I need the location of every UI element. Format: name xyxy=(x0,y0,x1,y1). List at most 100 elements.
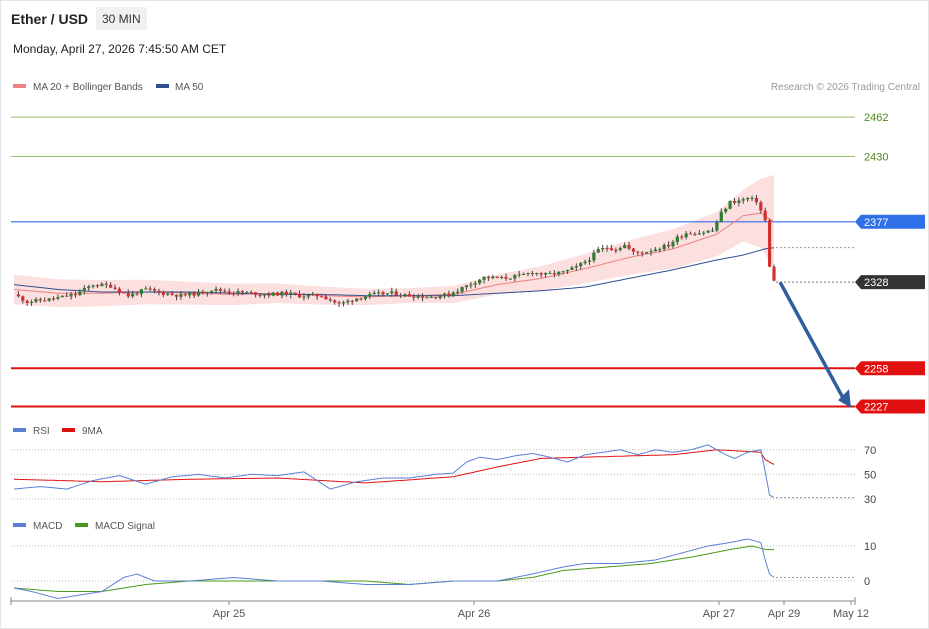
candle-body xyxy=(601,248,605,250)
macd-legend: MACD MACD Signal xyxy=(13,521,155,532)
candle-body xyxy=(139,289,143,295)
candle-body xyxy=(87,286,91,289)
candle-body xyxy=(82,288,86,292)
time-tick-label: Apr 25 xyxy=(213,608,245,620)
candle-body xyxy=(508,278,513,280)
candle-body xyxy=(170,293,174,295)
candle-body xyxy=(438,296,442,299)
candle-body xyxy=(750,197,754,199)
timeframe-label[interactable]: 30 MIN xyxy=(102,12,141,26)
candle-body xyxy=(688,233,693,235)
candle-body xyxy=(693,233,697,235)
tick-label-70: 70 xyxy=(864,445,876,457)
candle-body xyxy=(530,273,534,275)
candle-body xyxy=(741,199,745,201)
candle-body xyxy=(245,292,249,294)
candle-body xyxy=(398,295,403,297)
candle-body xyxy=(214,288,218,291)
candle-body xyxy=(240,291,245,293)
candle-body xyxy=(464,285,469,288)
time-tick-label: Apr 29 xyxy=(768,608,800,620)
candle-body xyxy=(69,294,73,297)
rsi-legend: RSI 9MA xyxy=(13,426,103,437)
candle-body xyxy=(324,296,328,300)
candle-body xyxy=(311,293,315,295)
candle-body xyxy=(759,202,763,211)
legend-label-ma50: MA 50 xyxy=(175,82,204,93)
candle-body xyxy=(363,296,368,299)
time-tick-label: Apr 26 xyxy=(458,608,490,620)
candle-body xyxy=(526,273,530,275)
candle-body xyxy=(183,294,187,296)
candle-body xyxy=(429,296,433,298)
candle-body xyxy=(297,293,302,298)
legend-label-macd: MACD xyxy=(33,521,62,532)
candle-body xyxy=(473,283,477,285)
forecast-arrow-line xyxy=(778,281,847,403)
candle-body xyxy=(732,201,737,203)
candle-body xyxy=(280,291,284,296)
candle-body xyxy=(715,221,719,231)
candle-body xyxy=(328,299,332,301)
candle-body xyxy=(442,293,447,297)
level-label-2462: 2462 xyxy=(864,112,888,124)
candle-body xyxy=(368,293,372,297)
candle-body xyxy=(592,252,596,261)
candle-body xyxy=(293,292,297,294)
candle-body xyxy=(350,300,354,302)
forecast-arrow-head xyxy=(838,389,851,408)
candle-body xyxy=(662,244,666,250)
candle-body xyxy=(289,292,293,295)
price-levels xyxy=(11,116,855,408)
candle-body xyxy=(543,273,548,275)
candle-body xyxy=(666,244,671,247)
candle-body xyxy=(645,252,649,254)
tick-label-50: 50 xyxy=(864,469,876,481)
candle-body xyxy=(126,292,130,297)
candle-body xyxy=(724,208,728,212)
candle-body xyxy=(570,267,574,270)
time-tick-label: May 12 xyxy=(833,608,869,620)
forecast-arrow xyxy=(778,281,851,408)
candle-body xyxy=(249,292,253,294)
candle-body xyxy=(148,288,152,290)
level-tag-2227 xyxy=(855,399,925,414)
level-label-2258: 2258 xyxy=(864,363,888,375)
candle-body xyxy=(60,295,64,298)
candle-body xyxy=(636,251,640,253)
candle-body xyxy=(517,274,521,276)
candle-body xyxy=(267,294,271,296)
candle-body xyxy=(469,284,473,286)
candle-body xyxy=(478,279,482,284)
candle-body xyxy=(535,273,539,275)
candle-body xyxy=(627,245,631,249)
legend-swatch-rsi-ma xyxy=(62,428,75,432)
timeframe-badge[interactable] xyxy=(96,7,147,30)
candle-body xyxy=(675,236,679,243)
candle-body xyxy=(122,292,126,294)
level-label-2430: 2430 xyxy=(864,152,888,164)
candle-body xyxy=(100,283,104,286)
candle-body xyxy=(284,291,288,295)
tick-label-30: 30 xyxy=(864,494,876,506)
candle-body xyxy=(618,248,622,251)
candle-body xyxy=(504,277,508,279)
level-label-2377: 2377 xyxy=(864,217,888,229)
rsi-panel: 70 50 30 xyxy=(11,444,876,506)
candle-body xyxy=(341,302,346,304)
candle-body xyxy=(131,293,135,297)
candle-body xyxy=(275,292,280,296)
candle-body xyxy=(95,285,100,287)
candle-body xyxy=(157,290,161,292)
candle-body xyxy=(104,283,108,285)
candle-body xyxy=(491,276,495,279)
legend-swatch-rsi xyxy=(13,428,26,432)
candle-body xyxy=(113,287,117,289)
candle-body xyxy=(201,291,205,294)
candlesticks xyxy=(16,194,776,307)
candle-body xyxy=(420,296,425,298)
candle-body xyxy=(495,276,499,279)
candle-body xyxy=(768,220,772,267)
candle-body xyxy=(447,293,451,296)
